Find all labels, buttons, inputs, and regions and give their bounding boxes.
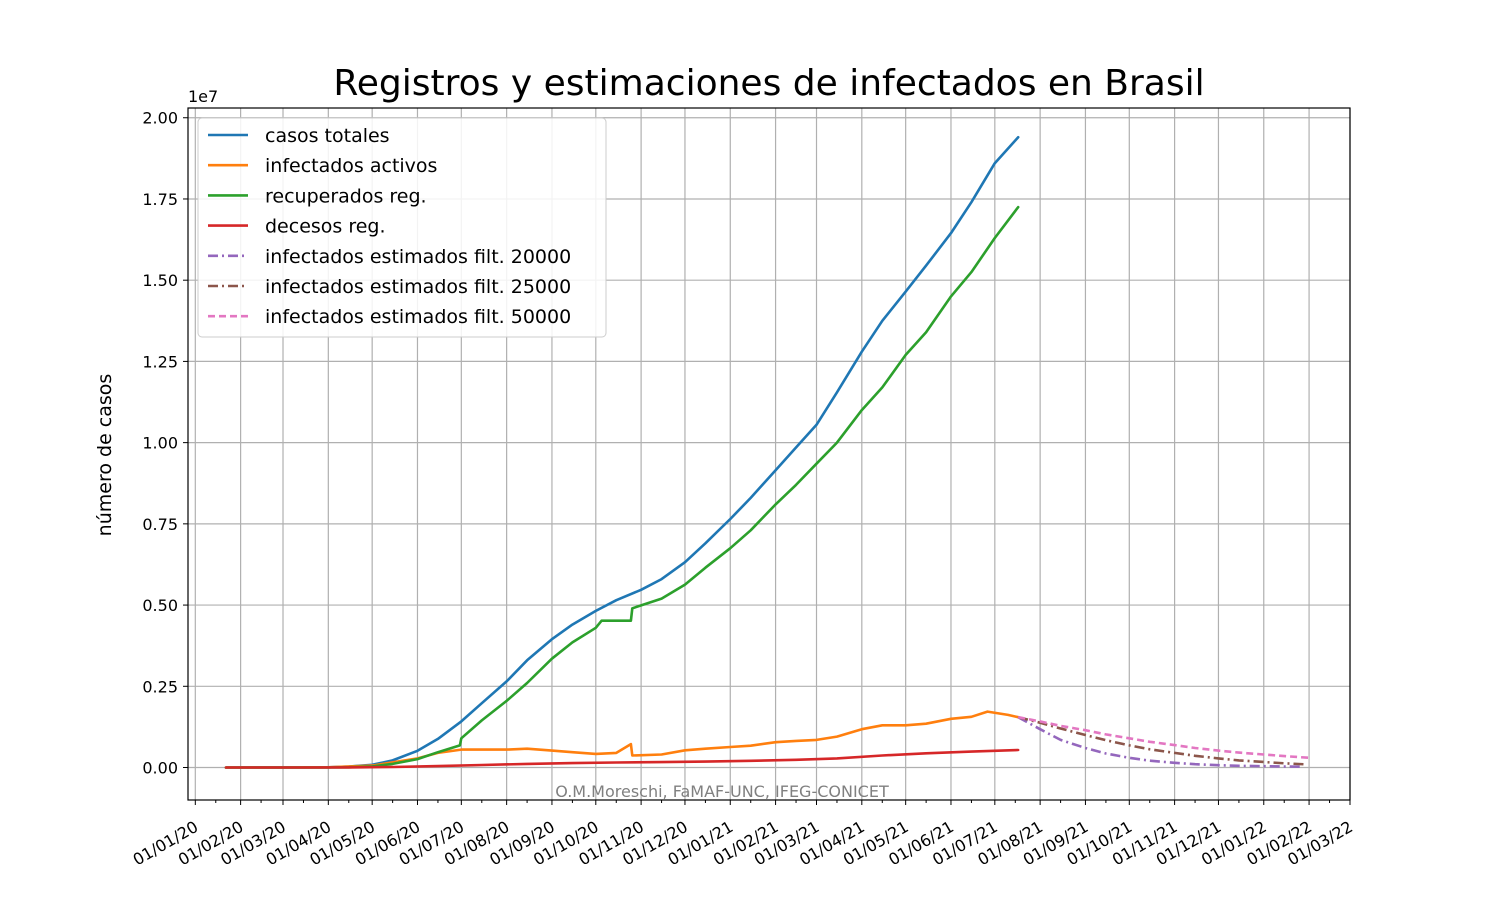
legend-label: infectados activos (265, 155, 437, 177)
series-line-infectados-estimados-filt-20000 (1017, 716, 1302, 768)
series-line-infectados-activos (224, 710, 1020, 769)
y-tick-label: 1.25 (142, 352, 178, 371)
y-tick-label: 0.00 (142, 759, 178, 778)
y-tick-label: 0.25 (142, 677, 178, 696)
series-line-casos-totales (224, 135, 1020, 769)
plot-frame (187, 107, 1351, 801)
y-tick-label: 1.50 (142, 271, 178, 290)
plot-area (224, 135, 1310, 769)
legend-label: infectados estimados filt. 20000 (265, 246, 571, 268)
y-offset-label: 1e7 (188, 87, 218, 106)
y-tick-label: 0.50 (142, 596, 178, 615)
legend-box (197, 117, 607, 338)
y-tick-label: 1.00 (142, 434, 178, 453)
legend-label: infectados estimados filt. 25000 (265, 276, 571, 298)
series-line-infectados-estimados-filt-50000 (1017, 715, 1310, 760)
legend-label: recuperados reg. (265, 185, 427, 207)
y-axis-label: número de casos (94, 374, 116, 537)
y-tick-label: 1.75 (142, 190, 178, 209)
y-tick-label: 2.00 (142, 109, 178, 128)
legend-label: infectados estimados filt. 50000 (265, 306, 571, 328)
y-tick-label: 0.75 (142, 515, 178, 534)
legend-label: decesos reg. (265, 216, 386, 238)
chart-title: Registros y estimaciones de infectados e… (333, 63, 1204, 104)
series-line-decesos-reg (224, 748, 1020, 769)
series-line-infectados-estimados-filt-25000 (1017, 715, 1305, 766)
series-line-recuperados-reg (224, 205, 1020, 769)
legend: casos totales infectados activos recuperad… (197, 117, 607, 338)
watermark: O.M.Moreschi, FaMAF-UNC, IFEG-CONICET (555, 782, 889, 801)
legend-label: casos totales (265, 125, 390, 147)
